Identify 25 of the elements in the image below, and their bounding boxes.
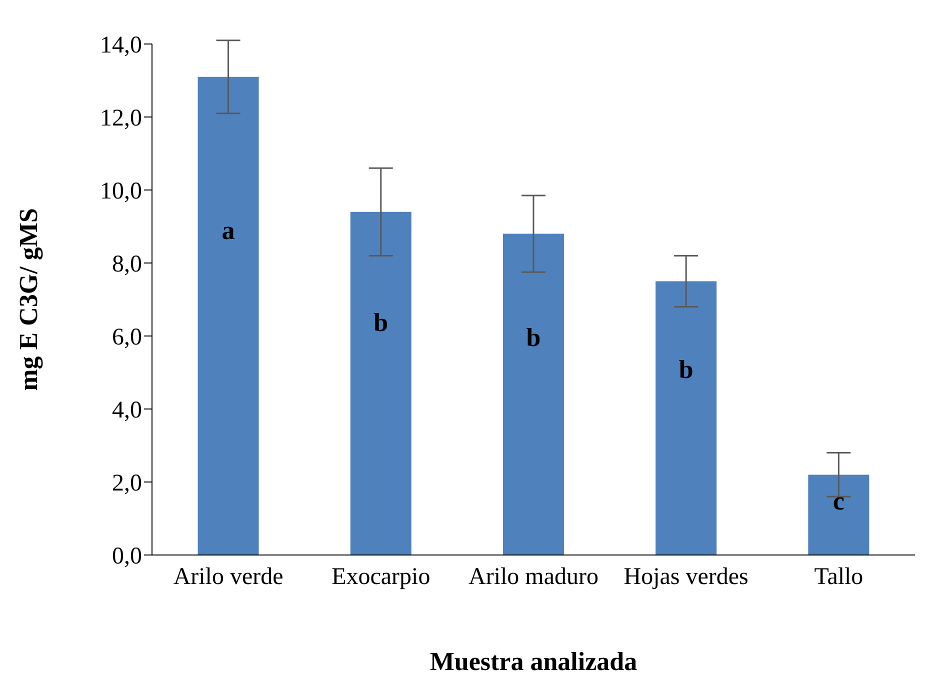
x-tick-label: Tallo bbox=[814, 564, 864, 590]
bar bbox=[656, 281, 717, 555]
annotation: b bbox=[374, 308, 388, 337]
x-tick-label: Arilo maduro bbox=[468, 564, 598, 590]
bar bbox=[350, 212, 412, 555]
y-tick-label: 4,0 bbox=[112, 398, 142, 424]
y-axis-title: mg E C3G/ gMS bbox=[14, 208, 44, 391]
annotation: b bbox=[526, 322, 541, 352]
y-tick-label: 8,0 bbox=[112, 252, 142, 278]
y-tick-label: 14,0 bbox=[100, 32, 142, 59]
y-tick-label: 2,0 bbox=[112, 470, 142, 497]
annotation: a bbox=[222, 216, 235, 246]
x-tick-label: Hojas verdes bbox=[624, 564, 748, 590]
y-tick-label: 6,0 bbox=[112, 324, 142, 351]
x-axis-title: Muestra analizada bbox=[430, 647, 638, 676]
bar bbox=[502, 234, 564, 555]
annotation: c bbox=[832, 486, 844, 516]
x-tick-label: Exocarpio bbox=[332, 564, 430, 590]
y-tick-label: 0,0 bbox=[112, 544, 142, 570]
y-tick-label: 10,0 bbox=[100, 178, 142, 205]
x-tick-label: Arilo verde bbox=[173, 564, 284, 590]
bar bbox=[808, 474, 870, 555]
y-tick-label: 12,0 bbox=[100, 106, 142, 132]
annotation: b bbox=[678, 355, 694, 384]
bar bbox=[198, 76, 259, 555]
